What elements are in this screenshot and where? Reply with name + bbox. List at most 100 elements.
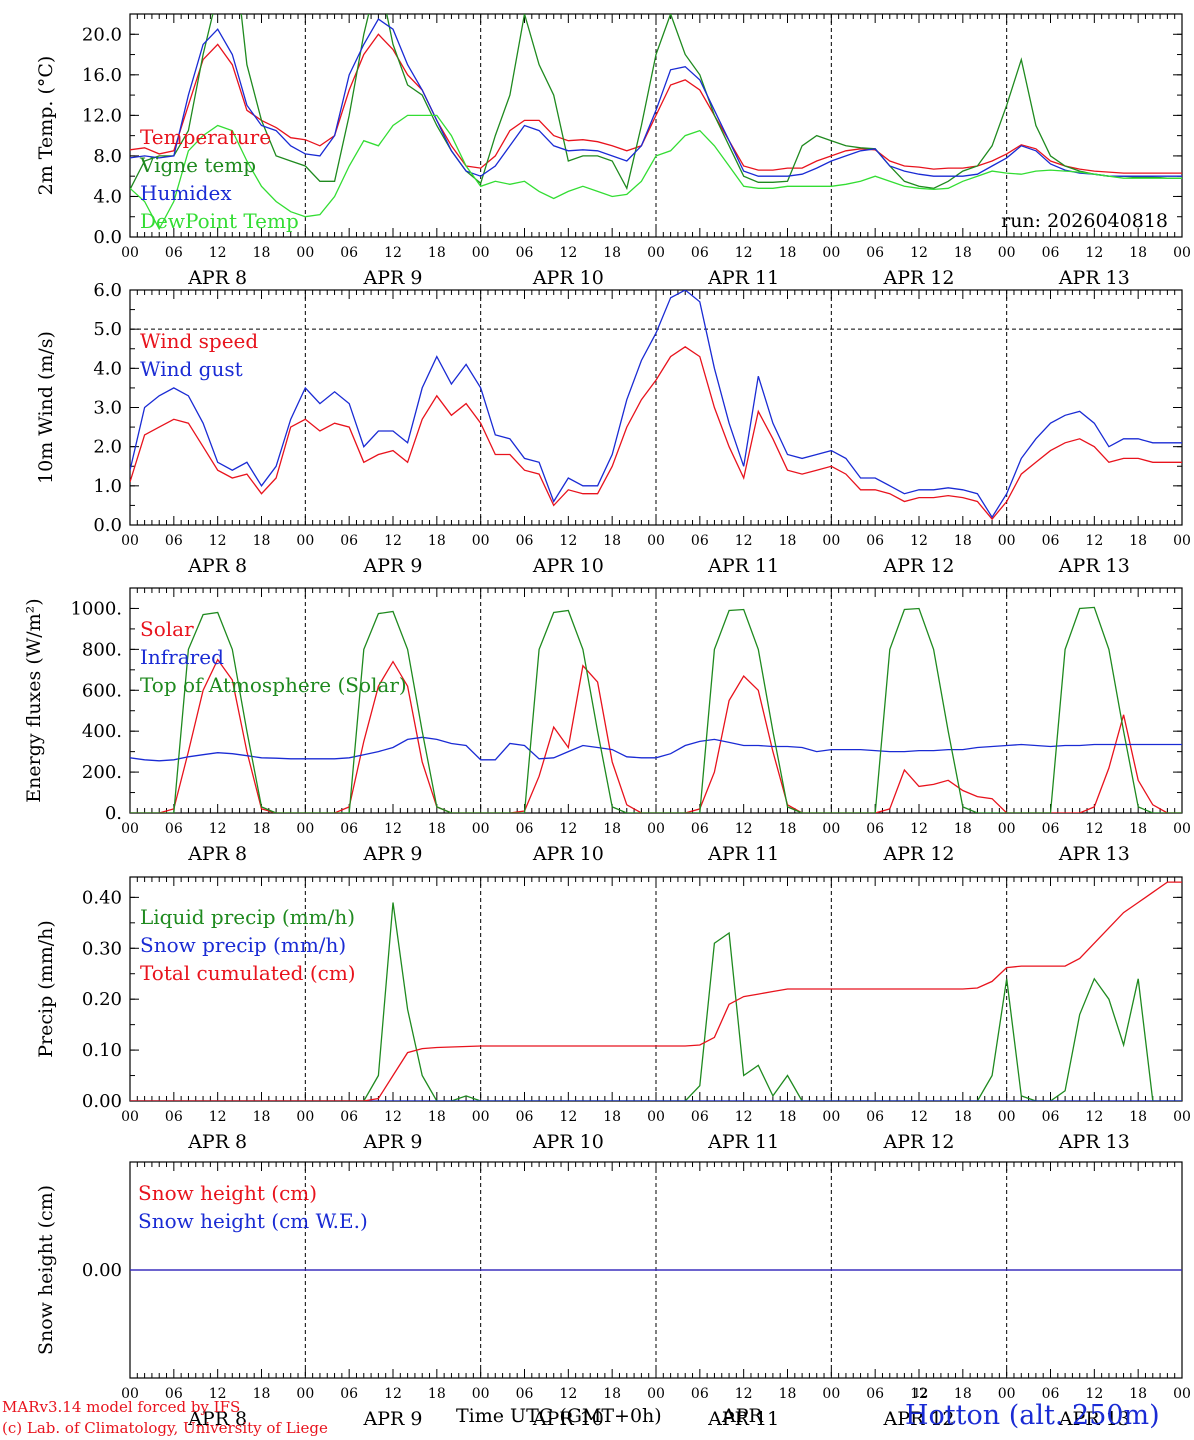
wind-hour-label: 18 (779, 533, 797, 549)
snow-hour-label: 00 (998, 1386, 1016, 1402)
energy-hour-label: 06 (165, 821, 183, 837)
snow-hour-label: 18 (253, 1386, 271, 1402)
temperature-day-label: APR 9 (363, 267, 423, 289)
temperature-hour-label: 18 (428, 245, 446, 261)
temperature-hour-label: 18 (779, 245, 797, 261)
energy-hour-label: 12 (910, 821, 928, 837)
precip-hour-label: 12 (209, 1109, 227, 1125)
time-axis-title: Time UTC (GMT+0h) (456, 1405, 662, 1427)
wind-hour-label: 06 (340, 533, 358, 549)
wind-panel: 00 06 12 18 00 06 12 18 00 06 12 18 00 06 12 18 00 06 12 18… (35, 280, 1191, 577)
wind-ytick-label: 5.0 (93, 319, 122, 340)
energy-hour-label: 00 (296, 821, 314, 837)
wind-hour-label: 00 (998, 533, 1016, 549)
temperature-hour-label: 12 (384, 245, 402, 261)
snow-hour-label: 00 (1173, 1386, 1191, 1402)
energy-hour-label: 06 (866, 821, 884, 837)
wind-ytick-label: 6.0 (93, 280, 122, 301)
temperature-hour-label: 00 (1173, 245, 1191, 261)
energy-hour-label: 12 (209, 821, 227, 837)
precip-hour-label: 06 (1042, 1109, 1060, 1125)
precip-ytick-label: 0.40 (82, 887, 122, 908)
precip-hour-label: 06 (165, 1109, 183, 1125)
energy-legend-entry: Infrared (140, 645, 224, 669)
energy-hour-label: 06 (516, 821, 534, 837)
temperature-hour-label: 12 (735, 245, 753, 261)
wind-day-label: APR 10 (532, 555, 604, 577)
temperature-hour-label: 00 (296, 245, 314, 261)
time-axis-month: APR (722, 1405, 763, 1427)
temperature-hour-label: 12 (209, 245, 227, 261)
precip-series-liquid-precip-mm-h- (130, 902, 1182, 1101)
temperature-series-dewpoint-temp (130, 114, 1182, 231)
temperature-panel: 00 06 12 18 00 06 12 18 00 06 12 18 00 06 12 18 00 06 12 18… (35, 13, 1191, 289)
precip-hour-label: 00 (998, 1109, 1016, 1125)
precip-day-label: APR 9 (363, 1131, 423, 1153)
time-axis-extra-tick: 12 (913, 1386, 929, 1400)
snow-hour-label: 18 (779, 1386, 797, 1402)
temperature-ytick-label: 0.0 (93, 227, 122, 248)
energy-hour-label: 00 (998, 821, 1016, 837)
precip-ytick-label: 0.20 (82, 989, 122, 1010)
temperature-hour-label: 18 (1129, 245, 1147, 261)
temperature-run-annotation: run: 2026040818 (1001, 210, 1168, 232)
wind-hour-label: 18 (253, 533, 271, 549)
precip-hour-label: 00 (1173, 1109, 1191, 1125)
wind-day-label: APR 12 (882, 555, 954, 577)
energy-ytick-label: 400. (82, 721, 122, 742)
snow-hour-label: 18 (1129, 1386, 1147, 1402)
precip-ytick-label: 0.00 (82, 1091, 122, 1112)
precip-series-total-cumulated-cm- (130, 881, 1182, 1101)
temperature-series-humidex (130, 18, 1182, 177)
precip-hour-label: 00 (647, 1109, 665, 1125)
snow-hour-label: 18 (428, 1386, 446, 1402)
wind-ytick-label: 2.0 (93, 437, 122, 458)
precip-hour-label: 18 (1129, 1109, 1147, 1125)
precip-ytick-label: 0.10 (82, 1040, 122, 1061)
energy-hour-label: 18 (1129, 821, 1147, 837)
wind-hour-label: 18 (428, 533, 446, 549)
snow-hour-label: 12 (384, 1386, 402, 1402)
snow-hour-label: 06 (691, 1386, 709, 1402)
snow-day-label: APR 8 (187, 1408, 247, 1430)
precip-hour-label: 00 (822, 1109, 840, 1125)
precip-hour-label: 00 (296, 1109, 314, 1125)
precip-ylabel: Precip (mm/h) (35, 920, 57, 1058)
wind-hour-label: 00 (1173, 533, 1191, 549)
temperature-ytick-label: 20.0 (82, 24, 122, 45)
energy-ytick-label: 600. (82, 680, 122, 701)
snow-hour-label: 00 (822, 1386, 840, 1402)
energy-hour-label: 12 (735, 821, 753, 837)
energy-hour-label: 18 (954, 821, 972, 837)
temperature-ytick-label: 16.0 (82, 65, 122, 86)
snow-panel: 00 06 12 18 00 06 12 18 00 06 12 18 00 06 12 18 00 06 12 18… (35, 1161, 1191, 1430)
wind-hour-label: 12 (559, 533, 577, 549)
wind-series-wind-speed (130, 346, 1182, 521)
temperature-hour-label: 06 (165, 245, 183, 261)
temperature-hour-label: 00 (822, 245, 840, 261)
precip-day-label: APR 8 (187, 1131, 247, 1153)
temperature-legend-entry: DewPoint Temp (140, 209, 299, 233)
wind-hour-label: 00 (121, 533, 139, 549)
temperature-hour-label: 12 (559, 245, 577, 261)
precip-legend-entry: Liquid precip (mm/h) (140, 905, 355, 929)
energy-hour-label: 00 (1173, 821, 1191, 837)
snow-hour-label: 12 (559, 1386, 577, 1402)
snow-day-label: APR 9 (363, 1408, 423, 1430)
snow-hour-label: 00 (296, 1386, 314, 1402)
wind-day-label: APR 13 (1058, 555, 1130, 577)
wind-ytick-label: 1.0 (93, 476, 122, 497)
lab-credit: (c) Lab. of Climatology, University of L… (2, 1419, 328, 1437)
temperature-hour-label: 00 (472, 245, 490, 261)
temperature-series-vigne-temp (130, 14, 1182, 191)
wind-day-label: APR 11 (707, 555, 779, 577)
snow-hour-label: 06 (516, 1386, 534, 1402)
precip-hour-label: 18 (253, 1109, 271, 1125)
precip-hour-label: 06 (340, 1109, 358, 1125)
wind-series-wind-gust (130, 290, 1182, 519)
energy-day-label: APR 11 (707, 843, 779, 865)
energy-hour-label: 06 (1042, 821, 1060, 837)
temperature-hour-label: 00 (647, 245, 665, 261)
energy-hour-label: 18 (603, 821, 621, 837)
precip-day-label: APR 10 (532, 1131, 604, 1153)
